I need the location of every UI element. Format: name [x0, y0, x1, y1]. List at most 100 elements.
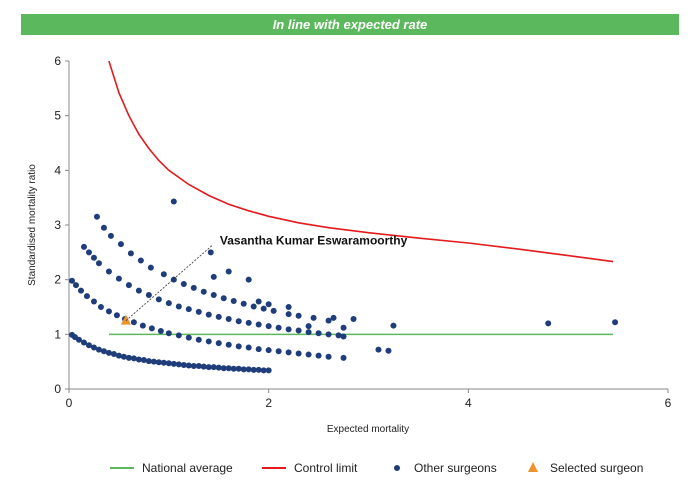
other-surgeon-point: [72, 282, 79, 289]
other-surgeon-point: [375, 346, 382, 353]
other-surgeon-point: [148, 325, 155, 332]
other-surgeon-point: [275, 348, 282, 355]
other-surgeon-point: [100, 224, 107, 231]
other-surgeon-point: [135, 356, 142, 363]
other-surgeon-point: [225, 365, 232, 372]
other-surgeon-point: [612, 319, 619, 326]
other-surgeon-point: [250, 303, 257, 310]
other-surgeon-point: [100, 348, 107, 355]
other-surgeon-point: [275, 324, 282, 331]
other-surgeon-point: [285, 311, 292, 318]
other-surgeon-point: [170, 276, 177, 283]
other-surgeon-point: [235, 318, 242, 325]
other-surgeon-point: [240, 366, 247, 373]
other-surgeon-point: [220, 295, 227, 302]
other-surgeon-point: [340, 333, 347, 340]
other-surgeon-point: [285, 326, 292, 333]
other-surgeon-point: [255, 298, 262, 305]
other-surgeon-point: [340, 324, 347, 331]
other-surgeon-point: [260, 367, 267, 374]
other-surgeon-point: [95, 346, 102, 353]
other-surgeon-point: [120, 353, 127, 360]
other-surgeon-point: [165, 300, 172, 307]
other-surgeon-point: [235, 365, 242, 372]
other-surgeon-point: [325, 317, 332, 324]
other-surgeon-point: [85, 249, 92, 256]
other-surgeon-point: [265, 347, 272, 354]
other-surgeon-point: [115, 352, 122, 359]
other-surgeon-point: [305, 329, 312, 336]
other-surgeon-point: [310, 314, 317, 321]
y-tick-label: 4: [54, 163, 61, 177]
y-tick-label: 1: [54, 327, 61, 341]
status-banner: In line with expected rate: [21, 14, 679, 35]
other-surgeon-point: [80, 339, 87, 346]
other-surgeon-point: [105, 308, 112, 315]
other-surgeon-point: [175, 332, 182, 339]
other-surgeon-point: [230, 297, 237, 304]
other-surgeon-point: [85, 342, 92, 349]
other-surgeon-point: [240, 300, 247, 307]
legend-label-national: National average: [142, 461, 233, 475]
other-surgeon-point: [135, 287, 142, 294]
other-surgeon-point: [200, 363, 207, 370]
annotation-leader-line: [125, 245, 213, 321]
other-surgeon-point: [385, 347, 392, 354]
other-surgeon-point: [75, 336, 82, 343]
other-surgeon-point: [255, 366, 262, 373]
y-axis-label: Standardised mortality ratio: [27, 164, 38, 286]
other-surgeon-point: [205, 338, 212, 345]
other-surgeon-point: [107, 232, 114, 239]
other-surgeon-point: [325, 353, 332, 360]
other-surgeon-point: [180, 281, 187, 288]
other-surgeon-point: [139, 322, 146, 329]
other-surgeon-point: [77, 287, 84, 294]
other-surgeon-point: [150, 358, 157, 365]
legend-swatch-selected: [528, 462, 538, 472]
other-surgeon-point: [137, 257, 144, 264]
other-surgeon-point: [185, 334, 192, 341]
other-surgeon-point: [93, 213, 100, 220]
other-surgeon-point: [195, 336, 202, 343]
other-surgeon-point: [265, 323, 272, 330]
other-surgeon-point: [105, 349, 112, 356]
other-surgeon-point: [215, 313, 222, 320]
other-surgeon-point: [305, 351, 312, 358]
chart-annotation: Vasantha Kumar Eswaramoorthy: [125, 234, 408, 321]
x-tick-label: 6: [665, 396, 672, 410]
other-surgeon-point: [190, 363, 197, 370]
other-surgeon-point: [68, 277, 75, 284]
chart-legend: National average Control limit Other surge…: [110, 461, 643, 475]
other-surgeon-point: [80, 243, 87, 250]
other-surgeon-point: [175, 303, 182, 310]
other-surgeon-point: [270, 307, 277, 314]
other-surgeon-point: [170, 360, 177, 367]
y-tick-label: 6: [54, 54, 61, 68]
other-surgeon-point: [130, 355, 137, 362]
x-axis-label: Expected mortality: [327, 424, 409, 435]
other-surgeon-point: [155, 296, 162, 303]
x-tick-label: 4: [465, 396, 472, 410]
other-surgeon-point: [285, 304, 292, 310]
other-surgeon-point: [250, 366, 257, 373]
other-surgeon-point: [295, 350, 302, 357]
other-surgeon-point: [210, 273, 217, 280]
other-surgeon-point: [160, 359, 167, 366]
other-surgeon-point: [115, 275, 122, 282]
other-surgeon-point: [295, 312, 302, 319]
other-surgeon-point: [195, 363, 202, 370]
other-surgeon-point: [325, 331, 332, 338]
other-surgeon-point: [245, 344, 252, 351]
other-surgeon-point: [220, 365, 227, 372]
chart-axes: 0 1 2 3 4 5 6 0 2 4 6: [54, 54, 671, 410]
other-surgeon-point: [165, 330, 172, 337]
legend-label-control: Control limit: [294, 461, 358, 475]
other-surgeon-point: [140, 357, 147, 364]
other-surgeon-point: [205, 364, 212, 371]
other-surgeon-point: [157, 328, 164, 335]
other-surgeon-point: [195, 308, 202, 315]
other-surgeon-point: [105, 268, 112, 275]
other-surgeon-point: [170, 198, 177, 205]
other-surgeon-point: [155, 359, 162, 366]
